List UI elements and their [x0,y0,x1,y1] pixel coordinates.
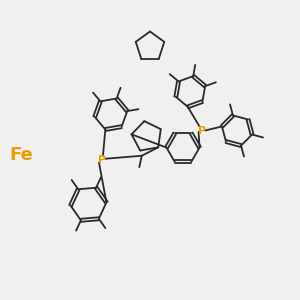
Text: Fe: Fe [10,146,34,164]
Text: P: P [98,154,106,165]
Text: P: P [197,125,206,136]
